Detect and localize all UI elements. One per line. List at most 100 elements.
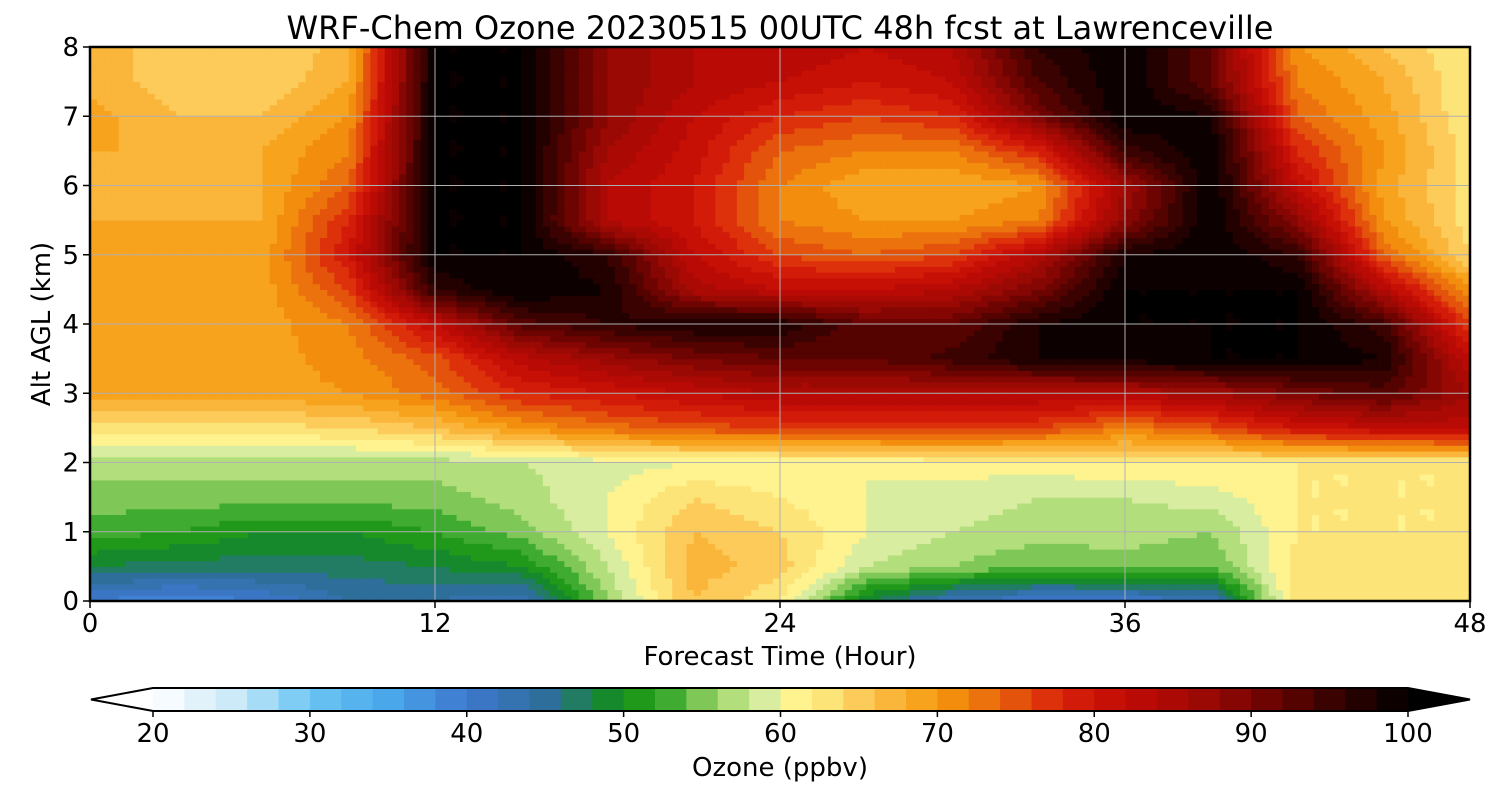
heatmap-cell: [1462, 462, 1471, 469]
heatmap-cell: [729, 543, 738, 550]
heatmap-cell: [298, 583, 307, 591]
heatmap-cell: [1362, 583, 1370, 591]
heatmap-cell: [133, 583, 141, 591]
heatmap-cell: [859, 577, 867, 585]
heatmap-cell: [1103, 468, 1112, 475]
heatmap-cell: [815, 577, 824, 585]
heatmap-cell: [104, 491, 113, 498]
heatmap-cell: [700, 595, 709, 602]
heatmap-cell: [377, 514, 386, 521]
heatmap-cell: [1240, 583, 1248, 591]
heatmap-cell: [550, 450, 558, 458]
heatmap-cell: [478, 537, 486, 544]
heatmap-cell: [772, 497, 781, 504]
heatmap-cell: [780, 577, 788, 585]
heatmap-cell: [887, 479, 896, 487]
heatmap-cell: [1297, 508, 1306, 516]
heatmap-cell: [1053, 491, 1061, 498]
heatmap-cell: [269, 462, 278, 469]
heatmap-cell: [161, 566, 170, 573]
heatmap-cell: [686, 468, 695, 475]
heatmap-cell: [1448, 520, 1457, 527]
heatmap-cell: [355, 462, 364, 469]
heatmap-cell: [1225, 549, 1234, 556]
heatmap-cell: [693, 502, 702, 510]
heatmap-cell: [1268, 554, 1277, 562]
heatmap-cell: [133, 474, 141, 481]
heatmap-cell: [528, 520, 537, 527]
heatmap-cell: [823, 554, 831, 562]
heatmap-cell: [1275, 560, 1284, 567]
heatmap-cell: [866, 462, 875, 469]
heatmap-cell: [1390, 577, 1399, 585]
heatmap-cell: [298, 554, 307, 562]
heatmap-cell: [1060, 468, 1069, 475]
heatmap-cell: [600, 572, 609, 579]
heatmap-cell: [636, 479, 645, 487]
heatmap-cell: [169, 531, 177, 539]
heatmap-cell: [1290, 560, 1299, 567]
heatmap-cell: [1369, 560, 1378, 567]
heatmap-cell: [902, 583, 910, 591]
heatmap-cell: [1376, 537, 1385, 544]
heatmap-cell: [1196, 479, 1205, 487]
heatmap-cell: [736, 531, 745, 539]
heatmap-cell: [413, 531, 422, 539]
heatmap-cell: [1311, 502, 1320, 510]
heatmap-cell: [571, 566, 580, 573]
heatmap-cell: [607, 497, 616, 504]
heatmap-cell: [744, 474, 752, 481]
heatmap-cell: [1038, 468, 1047, 475]
heatmap-cell: [1081, 549, 1090, 556]
heatmap-cell: [736, 474, 745, 481]
heatmap-cell: [765, 462, 774, 469]
heatmap-cell: [794, 560, 803, 567]
heatmap-cell: [161, 595, 170, 602]
heatmap-cell: [1333, 485, 1342, 492]
heatmap-cell: [959, 520, 968, 527]
heatmap-cell: [758, 543, 767, 550]
heatmap-cell: [1168, 520, 1176, 527]
heatmap-cell: [1103, 566, 1112, 573]
heatmap-cell: [1319, 497, 1327, 504]
heatmap-cell: [1002, 595, 1011, 602]
heatmap-cell: [1434, 508, 1442, 516]
heatmap-cell: [140, 572, 149, 579]
heatmap-cell: [320, 589, 328, 596]
heatmap-cell: [679, 543, 688, 550]
heatmap-cell: [399, 549, 407, 556]
heatmap-cell: [801, 566, 810, 573]
heatmap-cell: [1132, 537, 1140, 544]
heatmap-cell: [830, 577, 839, 585]
plot-area: [88, 45, 1472, 603]
heatmap-cell: [1096, 537, 1105, 544]
heatmap-cell: [938, 583, 946, 591]
heatmap-cell: [902, 497, 910, 504]
heatmap-cell: [938, 502, 946, 510]
heatmap-cell: [1182, 537, 1191, 544]
heatmap-cell: [621, 474, 630, 481]
heatmap-cell: [801, 456, 810, 464]
heatmap-cell: [1067, 450, 1076, 458]
heatmap-cell: [478, 491, 486, 498]
heatmap-cell: [700, 450, 709, 458]
heatmap-cell: [1160, 491, 1169, 498]
heatmap-cell: [672, 479, 680, 487]
heatmap-cell: [125, 583, 134, 591]
heatmap-cell: [557, 525, 565, 533]
heatmap-cell: [1441, 589, 1450, 596]
heatmap-cell: [621, 485, 630, 492]
heatmap-cell: [959, 462, 968, 469]
heatmap-cell: [1455, 577, 1464, 585]
heatmap-cell: [1125, 485, 1133, 492]
heatmap-cell: [111, 502, 120, 510]
heatmap-cell: [851, 502, 860, 510]
heatmap-cell: [1045, 525, 1054, 533]
heatmap-cell: [205, 479, 213, 487]
heatmap-cell: [1362, 491, 1370, 498]
heatmap-cell: [1103, 520, 1112, 527]
heatmap-cell: [176, 549, 185, 556]
heatmap-cell: [1362, 577, 1370, 585]
heatmap-cell: [945, 514, 954, 521]
heatmap-cell: [1139, 497, 1148, 504]
